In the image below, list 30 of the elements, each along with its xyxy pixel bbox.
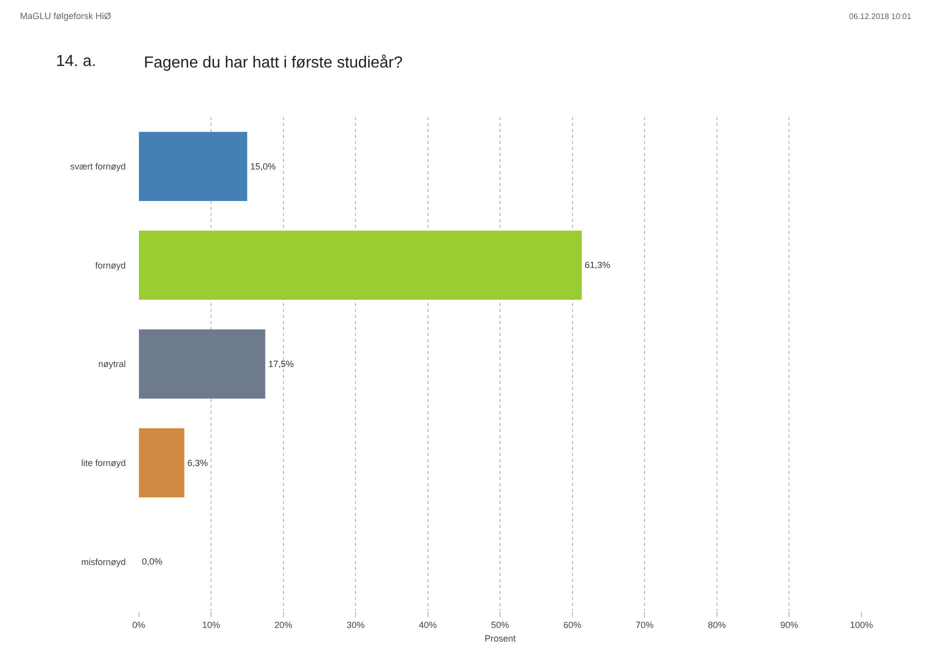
x-tick-label: 100%	[850, 620, 873, 630]
data-label: 0,0%	[142, 556, 162, 567]
data-label: 15,0%	[250, 161, 276, 172]
y-tick-label: fornøyd	[95, 260, 126, 270]
y-tick-label: svært fornøyd	[70, 162, 126, 172]
y-tick-label: misfornøyd	[81, 556, 126, 567]
text: MaGLU følgeforsk HiØ	[20, 11, 112, 21]
x-tick-label: 0%	[132, 620, 146, 630]
bar	[138, 428, 184, 498]
bar	[138, 329, 266, 399]
data-label: 17,5%	[268, 359, 294, 369]
x-tick-label: 50%	[491, 620, 510, 630]
x-tick-label: 80%	[708, 620, 726, 630]
x-tick-label: 30%	[346, 620, 365, 630]
bar	[138, 132, 248, 201]
bar	[138, 230, 582, 300]
text: 06.12.2018 10:01	[849, 12, 912, 21]
x-tick-label: 90%	[780, 620, 798, 630]
y-tick-label: lite fornøyd	[81, 458, 126, 468]
data-label: 61,3%	[584, 260, 610, 270]
x-tick-label: 40%	[418, 620, 437, 630]
x-tick-label: 70%	[636, 620, 654, 630]
text: 14. a.	[56, 53, 96, 70]
x-tick-label: 60%	[563, 620, 582, 630]
data-label: 6,3%	[187, 458, 208, 468]
x-tick-label: 10%	[202, 620, 220, 630]
x-axis-title: Prosent	[484, 634, 516, 644]
x-tick-label: 20%	[274, 620, 292, 630]
y-tick-label: nøytral	[98, 359, 126, 370]
chart-title: Fagene du har hatt i første studieår?	[144, 54, 403, 72]
